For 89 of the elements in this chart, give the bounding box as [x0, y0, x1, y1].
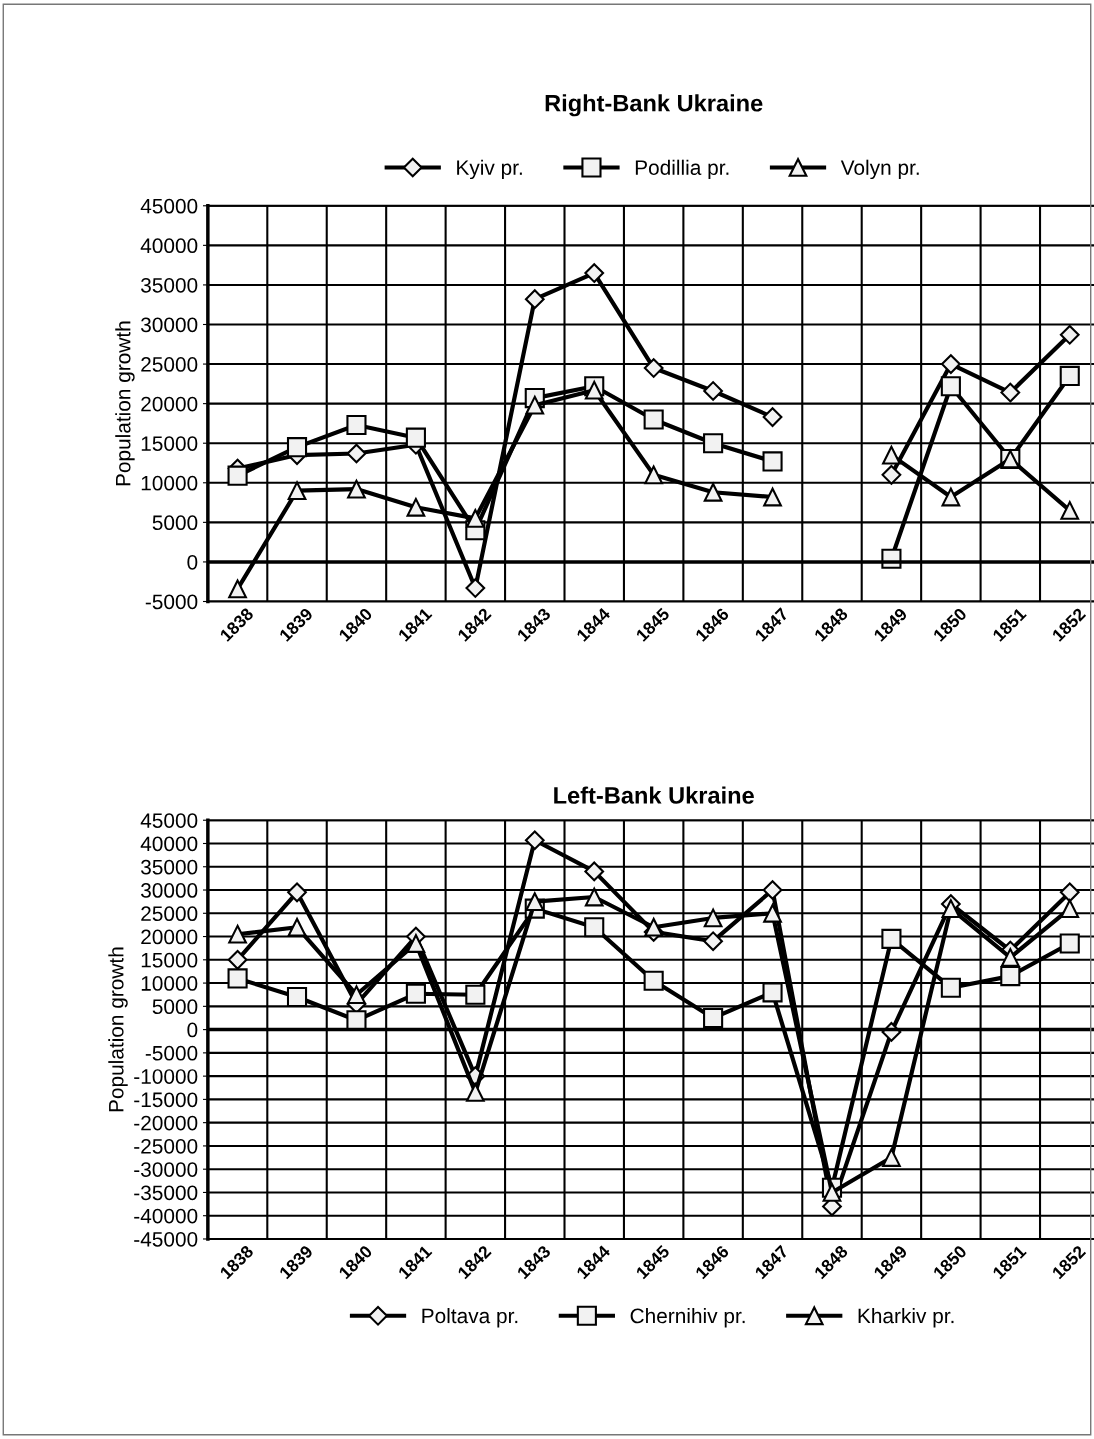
y-tick-label: 20000: [141, 396, 198, 412]
point: [763, 903, 782, 923]
point: [347, 985, 366, 1005]
y-tick-label: -10000: [134, 1069, 198, 1084]
point: [644, 917, 664, 937]
point: [286, 986, 308, 1008]
y-tick-label: 10000: [141, 475, 198, 491]
point: [763, 487, 782, 507]
y-tick-label: 0: [187, 1022, 198, 1038]
point: [525, 395, 545, 415]
point: [405, 983, 426, 1004]
point: [1059, 365, 1080, 387]
point: [762, 451, 783, 472]
y-tick-label: -25000: [134, 1138, 198, 1154]
point: [227, 968, 248, 989]
point: [228, 579, 247, 599]
point: [406, 497, 426, 517]
point: [525, 892, 545, 912]
point: [465, 984, 486, 1005]
point: [286, 437, 308, 458]
legend-label: Poltava pr.: [422, 1307, 518, 1328]
y-tick-label: 25000: [141, 357, 198, 372]
y-tick-label: -5000: [145, 1045, 198, 1061]
y-tick-label: 15000: [141, 436, 198, 451]
y-tick-label: 5000: [152, 999, 198, 1015]
point: [287, 917, 307, 937]
y-tick-label: -15000: [134, 1092, 198, 1108]
point: [703, 1007, 724, 1029]
legend-label: Volyn pr.: [840, 159, 919, 180]
y-tick-label: -5000: [145, 594, 198, 610]
point: [406, 934, 426, 953]
y-tick-label: -40000: [134, 1208, 198, 1224]
point: [940, 977, 961, 998]
point: [822, 1183, 842, 1202]
legend-label: Kharkiv pr.: [858, 1307, 954, 1328]
point: [762, 982, 783, 1003]
point: [1000, 948, 1020, 967]
y-tick-label: 10000: [141, 976, 198, 991]
point: [644, 465, 664, 485]
point: [465, 509, 485, 528]
point: [643, 970, 664, 991]
y-tick-label: -20000: [134, 1115, 198, 1131]
y-tick-label: 40000: [140, 836, 198, 852]
y-tick-label: 35000: [141, 859, 198, 875]
y-axis-title: Population growth: [115, 321, 135, 486]
point: [228, 924, 247, 944]
y-tick-label: 30000: [141, 883, 198, 898]
point: [940, 376, 961, 397]
point: [941, 899, 961, 919]
y-tick-label: 0: [187, 554, 198, 570]
point: [881, 928, 902, 949]
point: [1000, 966, 1021, 987]
point: [346, 414, 367, 436]
point: [584, 887, 604, 907]
point: [643, 409, 664, 430]
legend-label: Kyiv pr.: [457, 159, 522, 180]
chart-title: Right-Bank Ukraine: [545, 94, 763, 117]
y-tick-label: 25000: [141, 906, 198, 922]
y-tick-label: 15000: [141, 952, 198, 968]
y-tick-label: 20000: [141, 929, 198, 945]
point: [346, 1010, 367, 1031]
y-tick-label: 35000: [141, 277, 198, 293]
point: [347, 479, 366, 499]
point: [465, 1083, 485, 1102]
y-tick-label: 45000: [140, 813, 198, 828]
point: [703, 482, 723, 502]
point: [287, 481, 307, 501]
y-tick-label: 30000: [141, 317, 198, 333]
legend-label: Podillia pr.: [635, 159, 729, 180]
point: [703, 433, 724, 454]
point: [882, 445, 901, 465]
y-tick-label: 5000: [152, 515, 198, 531]
point: [584, 917, 605, 938]
point: [1059, 933, 1080, 954]
y-tick-label: -30000: [134, 1162, 198, 1177]
chart-title: Left-Bank Ukraine: [554, 786, 754, 804]
y-tick-label: 40000: [140, 238, 198, 254]
point: [405, 427, 426, 448]
point: [227, 465, 248, 486]
point: [1060, 501, 1080, 520]
y-tick-label: -45000: [134, 1231, 198, 1247]
point: [882, 1148, 901, 1167]
point: [1060, 899, 1080, 919]
legend-label: Chernihiv pr.: [630, 1307, 745, 1328]
y-axis-title: Population growth: [108, 947, 128, 1112]
point: [941, 487, 961, 507]
y-tick-label: -35000: [134, 1185, 198, 1201]
point: [703, 908, 723, 928]
y-tick-label: 45000: [140, 198, 198, 214]
